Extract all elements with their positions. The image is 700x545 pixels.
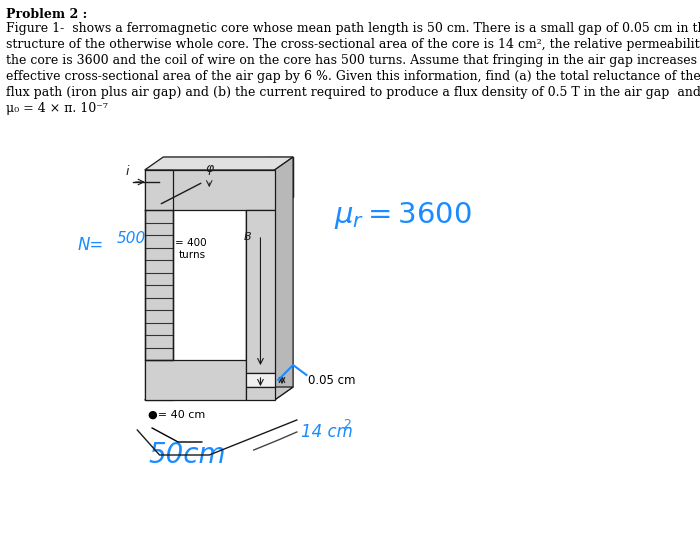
Polygon shape: [246, 210, 274, 373]
Polygon shape: [246, 387, 274, 400]
Polygon shape: [145, 170, 274, 210]
Text: 0.05 cm: 0.05 cm: [308, 373, 356, 386]
Polygon shape: [246, 197, 265, 360]
Text: 2: 2: [344, 417, 351, 431]
Polygon shape: [246, 373, 274, 387]
Text: 50cm: 50cm: [148, 441, 226, 469]
Polygon shape: [145, 360, 246, 400]
Text: 14 cm: 14 cm: [300, 423, 352, 441]
Text: Problem 2 :: Problem 2 :: [6, 8, 87, 21]
Polygon shape: [173, 197, 265, 210]
Text: N=: N=: [78, 236, 104, 254]
Text: i: i: [126, 165, 130, 178]
Text: the core is 3600 and the coil of wire on the core has 500 turns. Assume that fri: the core is 3600 and the coil of wire on…: [6, 54, 700, 67]
Text: flux path (iron plus air gap) and (b) the current required to produce a flux den: flux path (iron plus air gap) and (b) th…: [6, 86, 700, 99]
Text: structure of the otherwise whole core. The cross-sectional area of the core is 1: structure of the otherwise whole core. T…: [6, 38, 700, 51]
Polygon shape: [145, 157, 293, 170]
Text: $\mu_r=3600$: $\mu_r=3600$: [334, 199, 472, 231]
Text: B: B: [244, 232, 251, 242]
Text: effective cross-sectional area of the air gap by 6 %. Given this information, fi: effective cross-sectional area of the ai…: [6, 70, 700, 83]
Polygon shape: [145, 387, 293, 400]
Polygon shape: [265, 157, 293, 197]
Polygon shape: [163, 157, 293, 197]
Polygon shape: [145, 170, 173, 400]
Text: φ: φ: [205, 162, 214, 175]
Text: 500: 500: [116, 231, 146, 245]
Text: μ₀ = 4 × π. 10⁻⁷: μ₀ = 4 × π. 10⁻⁷: [6, 102, 108, 115]
Polygon shape: [274, 157, 293, 400]
Text: = 400: = 400: [175, 238, 206, 248]
Text: turns: turns: [178, 250, 206, 260]
Text: ●= 40 cm: ●= 40 cm: [148, 410, 206, 420]
Text: Figure 1-  shows a ferromagnetic core whose mean path length is 50 cm. There is : Figure 1- shows a ferromagnetic core who…: [6, 22, 700, 35]
